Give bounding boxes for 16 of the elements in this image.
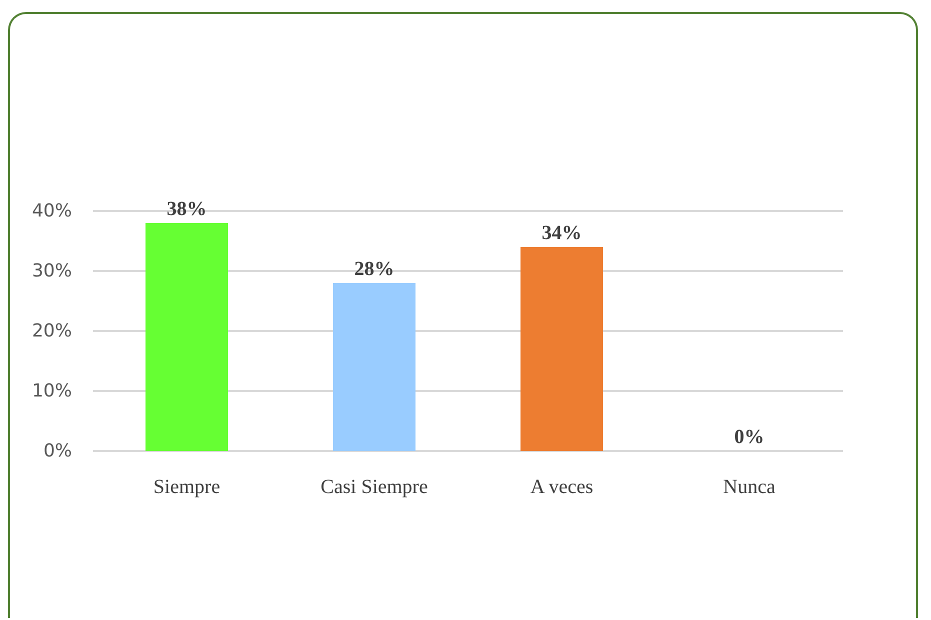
bar: [520, 247, 603, 451]
y-tick-label: 20%: [32, 320, 72, 342]
data-label: 0%: [734, 426, 764, 448]
x-tick-label: Siempre: [153, 476, 220, 498]
bar: [146, 223, 228, 451]
data-label: 38%: [166, 198, 207, 220]
bar: [333, 283, 416, 451]
y-tick-label: 30%: [32, 260, 72, 282]
x-tick-label: Nunca: [723, 476, 776, 498]
y-tick-label: 10%: [32, 380, 72, 402]
y-tick-label: 40%: [32, 200, 72, 222]
x-tick-label: A veces: [530, 476, 594, 498]
data-label: 34%: [542, 222, 582, 244]
y-tick-label: 0%: [43, 440, 72, 462]
x-tick-label: Casi Siempre: [320, 476, 428, 498]
data-label: 28%: [354, 258, 394, 280]
